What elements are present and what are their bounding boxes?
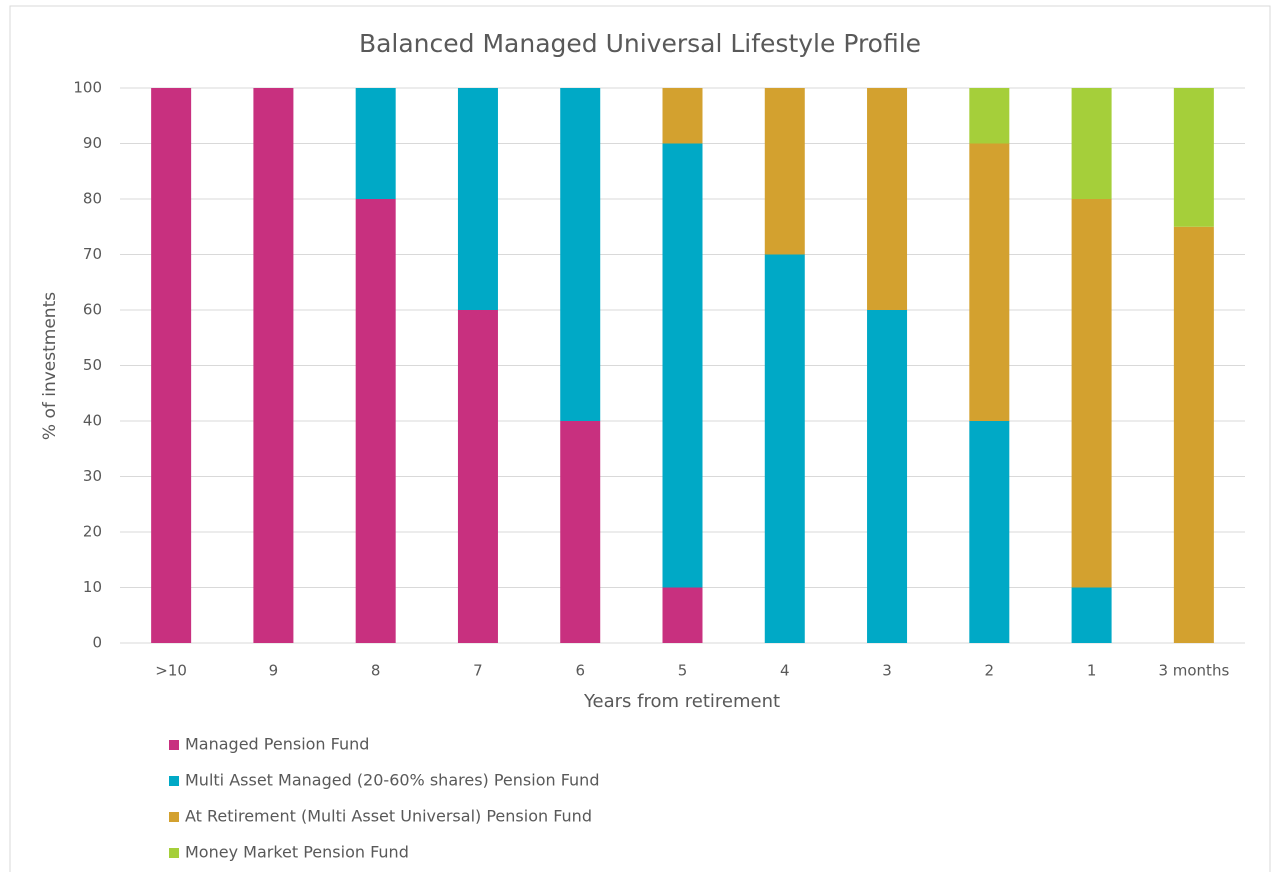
bar-segment — [764, 254, 805, 643]
bar-segment — [457, 88, 498, 310]
legend-label: Managed Pension Fund — [185, 735, 369, 754]
chart-border — [9, 5, 1271, 876]
y-tick-label: 50 — [83, 356, 102, 374]
bar-segment — [1071, 199, 1112, 588]
bar-segment — [662, 143, 703, 588]
x-axis-label: Years from retirement — [583, 691, 780, 712]
x-tick-label: 3 — [882, 662, 892, 680]
bar-segment — [764, 88, 805, 255]
bar-segment — [355, 88, 396, 199]
y-tick-label: 40 — [83, 412, 102, 430]
legend-label: At Retirement (Multi Asset Universal) Pe… — [185, 807, 592, 826]
legend-swatch — [169, 776, 179, 786]
y-tick-label: 20 — [83, 523, 102, 541]
x-tick-label: 5 — [678, 662, 688, 680]
bar-segment — [1173, 226, 1214, 643]
bar-segment — [1173, 88, 1214, 227]
y-tick-label: 60 — [83, 301, 102, 319]
bar-segment — [867, 88, 908, 310]
chart-title: Balanced Managed Universal Lifestyle Pro… — [359, 29, 921, 58]
y-tick-label: 90 — [83, 134, 102, 152]
bar-segment — [560, 421, 601, 643]
x-tick-label: 1 — [1087, 662, 1097, 680]
bar-segment — [1071, 88, 1112, 199]
y-axis-label: % of investments — [40, 292, 60, 440]
x-tick-label: 8 — [371, 662, 381, 680]
legend-swatch — [169, 848, 179, 858]
bar-segment — [867, 310, 908, 643]
x-tick-label: 6 — [575, 662, 585, 680]
bar-segment — [151, 88, 192, 643]
bar-segment — [355, 199, 396, 643]
bar-segment — [560, 88, 601, 421]
legend-label: Multi Asset Managed (20-60% shares) Pens… — [185, 771, 599, 790]
y-tick-label: 80 — [83, 190, 102, 208]
x-tick-label: 2 — [985, 662, 995, 680]
x-tick-label: >10 — [155, 662, 187, 680]
legend-swatch — [169, 740, 179, 750]
y-tick-label: 70 — [83, 245, 102, 263]
x-tick-label: 3 months — [1158, 662, 1229, 680]
bar-segment — [969, 143, 1010, 421]
bar-segment — [969, 421, 1010, 643]
bar-segment — [253, 88, 294, 643]
y-tick-label: 0 — [92, 634, 102, 652]
bar-segment — [662, 587, 703, 643]
bar-segment — [969, 88, 1010, 144]
bar-segment — [662, 88, 703, 144]
legend-swatch — [169, 812, 179, 822]
y-tick-label: 30 — [83, 467, 102, 485]
y-tick-label: 10 — [83, 578, 102, 596]
y-tick-label: 100 — [73, 79, 102, 97]
x-tick-label: 7 — [473, 662, 483, 680]
legend-label: Money Market Pension Fund — [185, 843, 409, 862]
x-tick-label: 9 — [269, 662, 279, 680]
x-tick-label: 4 — [780, 662, 790, 680]
bar-segment — [457, 310, 498, 643]
bar-segment — [1071, 587, 1112, 643]
